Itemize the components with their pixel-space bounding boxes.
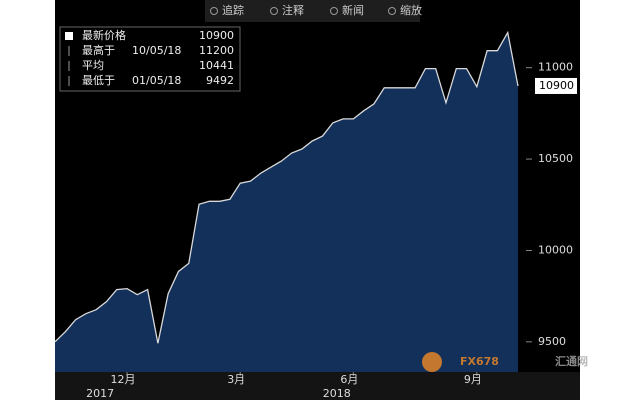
y-tick-label: 9500: [538, 335, 566, 348]
toolbar: [205, 0, 420, 22]
y-tick-label: 11000: [538, 61, 573, 74]
toolbar-button[interactable]: 新闻: [342, 3, 364, 17]
legend-date: 10/05/18: [132, 44, 181, 57]
legend-label: 最新价格: [82, 28, 126, 42]
last-value-tag: [535, 77, 577, 94]
legend-value: 10441: [199, 59, 234, 72]
legend-label: 平均: [82, 59, 104, 72]
toolbar-button[interactable]: 追踪: [222, 3, 244, 17]
x-tick-label: 3月: [227, 373, 245, 386]
legend-swatch: [65, 32, 73, 40]
legend-label: 最低于: [82, 74, 115, 87]
x-tick-label: 12月: [111, 373, 136, 386]
y-tick-label: 10500: [538, 152, 573, 165]
toolbar-icon: [210, 7, 218, 15]
toolbar-icon: [270, 7, 278, 15]
toolbar-icon: [388, 7, 396, 15]
x-tick-label: 9月: [464, 373, 482, 386]
legend-label: 最高于: [82, 43, 115, 57]
x-year-label: 2017: [86, 387, 114, 400]
legend-value: 9492: [206, 74, 234, 87]
y-tick-label: 10000: [538, 243, 573, 256]
watermark-brand: FX678: [460, 355, 499, 368]
watermark-name: 汇通网: [555, 355, 588, 368]
legend-box: [59, 26, 241, 92]
toolbar-icon: [330, 7, 338, 15]
area: [55, 32, 518, 372]
last-value-label: 10900: [539, 79, 574, 92]
x-year-label: 2018: [323, 387, 351, 400]
legend-value: 10900: [199, 29, 234, 42]
legend-value: 11200: [199, 44, 234, 57]
watermark-logo: [422, 352, 442, 372]
x-axis-band: [55, 372, 580, 400]
legend: 最新价格 10900 最高于 10/05/18 11200 平均 10441 最低于 01/05…: [59, 26, 241, 92]
toolbar-button[interactable]: 注释: [282, 3, 304, 17]
toolbar-button[interactable]: 缩放: [400, 3, 422, 17]
x-tick-label: 6月: [340, 373, 358, 386]
legend-date: 01/05/18: [132, 74, 181, 87]
line: [54, 30, 519, 344]
